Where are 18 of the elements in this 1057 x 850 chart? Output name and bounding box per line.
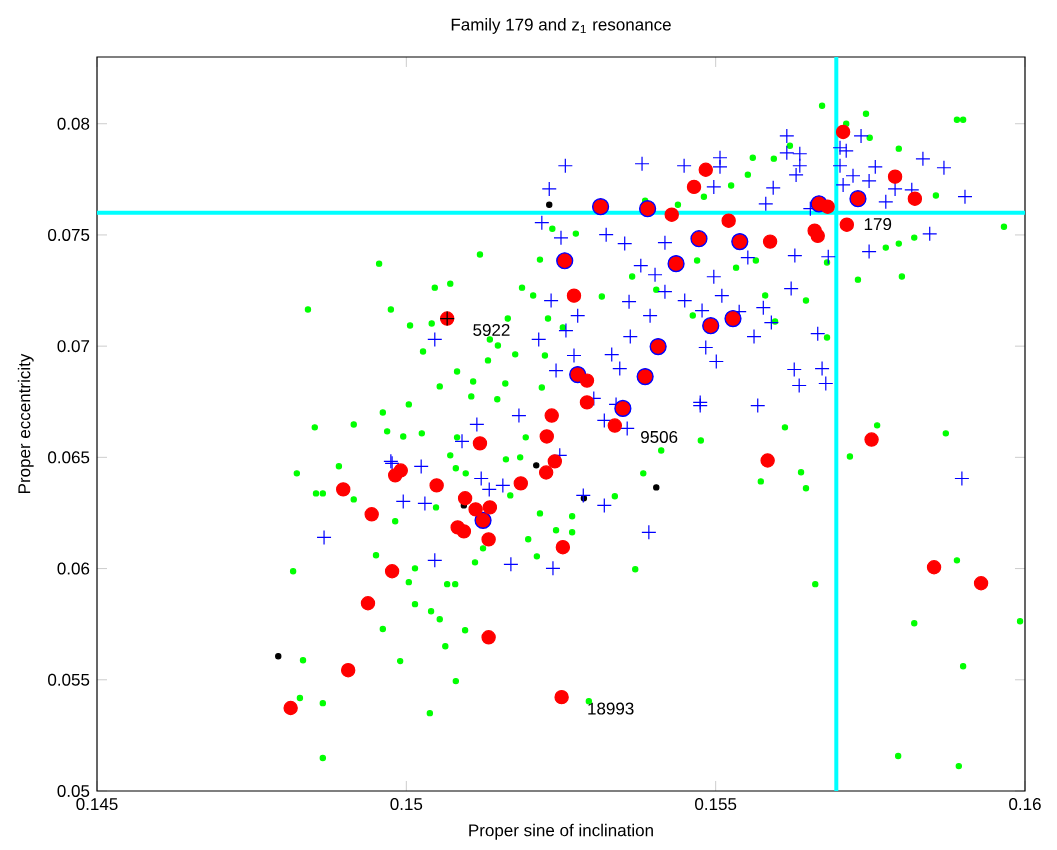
- annotation: 5922: [473, 323, 510, 336]
- y-tick-label: 0.075: [48, 228, 90, 241]
- y-tick-label: 0.08: [57, 117, 90, 130]
- annotation: 9506: [641, 430, 678, 443]
- chart-title: Family 179 and z$_{1}$ resonance: [451, 18, 671, 34]
- y-axis-title: Proper eccentricity: [17, 353, 34, 493]
- annotation: 18993: [588, 702, 634, 715]
- x-tick-label: 0.145: [76, 798, 118, 811]
- x-tick-label: 0.155: [695, 798, 737, 811]
- y-tick-label: 0.06: [57, 562, 90, 575]
- y-tick-label: 0.055: [48, 673, 90, 686]
- y-tick-label: 0.065: [48, 451, 90, 464]
- y-tick-label: 0.07: [57, 340, 90, 353]
- x-axis-title: Proper sine of inclination: [469, 823, 653, 840]
- x-tick-label: 0.15: [390, 798, 423, 811]
- annotation: 179: [864, 218, 892, 231]
- y-tick-label: 0.05: [57, 784, 90, 797]
- x-tick-label: 0.16: [1009, 798, 1041, 811]
